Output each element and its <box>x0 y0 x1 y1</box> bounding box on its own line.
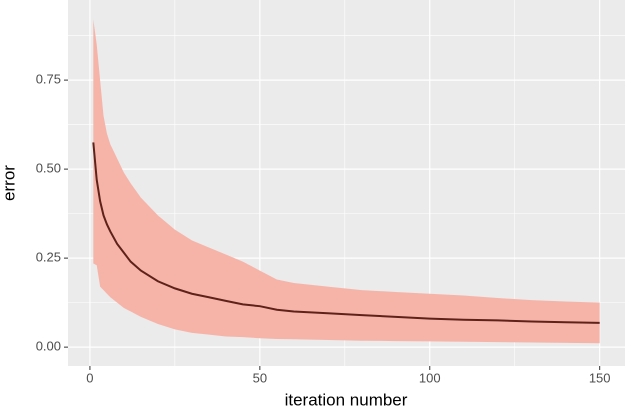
x-tick-label: 150 <box>589 370 611 385</box>
x-tick-label: 100 <box>419 370 441 385</box>
y-tick-label: 0.00 <box>36 339 61 354</box>
y-tick-label: 0.50 <box>36 161 61 176</box>
y-tick-label: 0.25 <box>36 250 61 265</box>
confidence-ribbon <box>93 19 600 344</box>
x-tick-label: 0 <box>86 370 93 385</box>
mean-line <box>92 142 600 324</box>
x-tick-label: 50 <box>253 370 267 385</box>
y-tick-label: 0.75 <box>36 72 61 87</box>
x-axis-title: iteration number <box>285 390 408 409</box>
y-axis-title: error <box>0 165 18 201</box>
